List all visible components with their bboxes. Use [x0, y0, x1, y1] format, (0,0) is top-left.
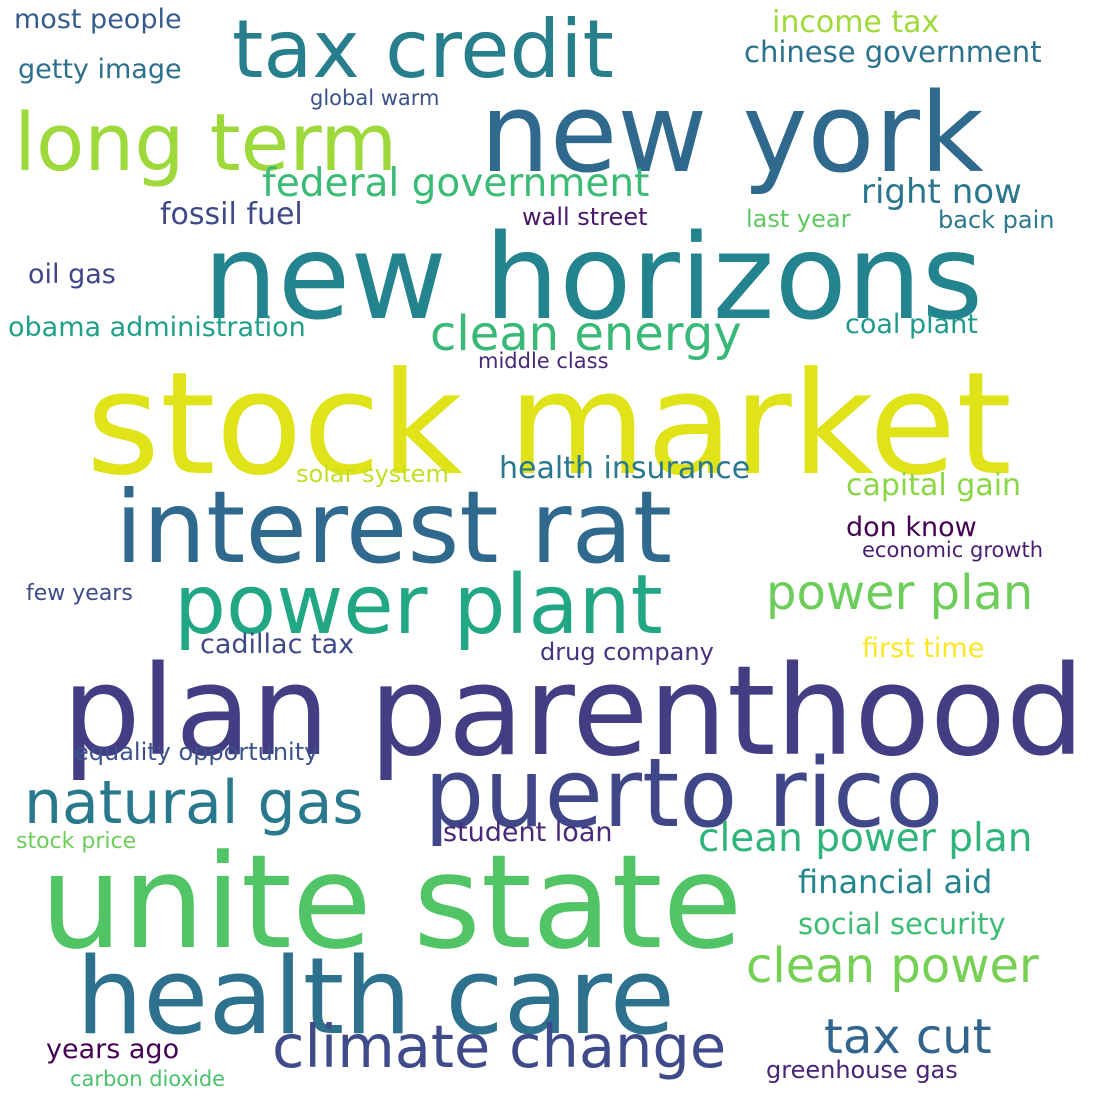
word-income-tax: income tax — [772, 5, 940, 40]
word-new-york: new york — [480, 69, 984, 197]
word-natural-gas: natural gas — [24, 768, 364, 838]
word-capital-gain: capital gain — [846, 468, 1022, 503]
word-most-people: most people — [14, 4, 182, 35]
word-stock-price: stock price — [16, 829, 137, 854]
word-oil-gas: oil gas — [28, 259, 116, 290]
word-health-care: health care — [76, 935, 675, 1058]
word-power-plan: power plan — [766, 565, 1034, 621]
word-coal-plant: coal plant — [845, 309, 978, 340]
word-interest-rat: interest rat — [115, 469, 673, 586]
word-economic-growth: economic growth — [862, 538, 1044, 562]
word-right-now: right now — [861, 172, 1022, 212]
word-obama-administration: obama administration — [8, 312, 306, 343]
word-climate-change: climate change — [272, 1012, 727, 1081]
word-getty-image: getty image — [18, 54, 182, 85]
word-financial-aid: financial aid — [798, 863, 993, 901]
word-clean-power-plan: clean power plan — [698, 816, 1033, 861]
word-social-security: social security — [798, 907, 1006, 941]
word-cadillac-tax: cadillac tax — [200, 629, 355, 660]
word-years-ago: years ago — [46, 1034, 180, 1065]
word-drug-company: drug company — [540, 638, 714, 666]
word-tax-credit: tax credit — [232, 3, 614, 96]
word-wall-street: wall street — [522, 203, 648, 231]
word-solar-system: solar system — [296, 460, 449, 488]
word-equality-opportunity: equality opportunity — [74, 738, 319, 766]
word-clean-energy: clean energy — [430, 306, 742, 362]
word-don-know: don know — [846, 512, 977, 543]
word-last-year: last year — [746, 205, 851, 233]
word-new-horizons: new horizons — [203, 208, 984, 346]
word-carbon-dioxide: carbon dioxide — [70, 1067, 226, 1091]
word-federal-government: federal government — [262, 161, 650, 206]
word-health-insurance: health insurance — [499, 451, 751, 486]
word-unite-state: unite state — [40, 826, 743, 978]
word-plan-parenthood: plan parenthood — [62, 640, 1085, 784]
word-fossil-fuel: fossil fuel — [160, 197, 303, 232]
word-chinese-government: chinese government — [744, 35, 1042, 69]
word-first-time: first time — [862, 633, 985, 664]
word-greenhouse-gas: greenhouse gas — [766, 1056, 958, 1084]
word-global-warm: global warm — [310, 86, 440, 110]
word-puerto-rico: puerto rico — [424, 739, 944, 849]
word-back-pain: back pain — [938, 206, 1055, 234]
word-power-plant: power plant — [174, 558, 663, 653]
word-clean-power: clean power — [746, 938, 1039, 994]
word-student-loan: student loan — [443, 817, 613, 848]
word-middle-class: middle class — [478, 349, 609, 373]
word-stock-market: stock market — [86, 342, 1012, 507]
word-tax-cut: tax cut — [824, 1009, 992, 1065]
word-few-years: few years — [26, 581, 133, 606]
word-long-term: long term — [14, 97, 398, 189]
